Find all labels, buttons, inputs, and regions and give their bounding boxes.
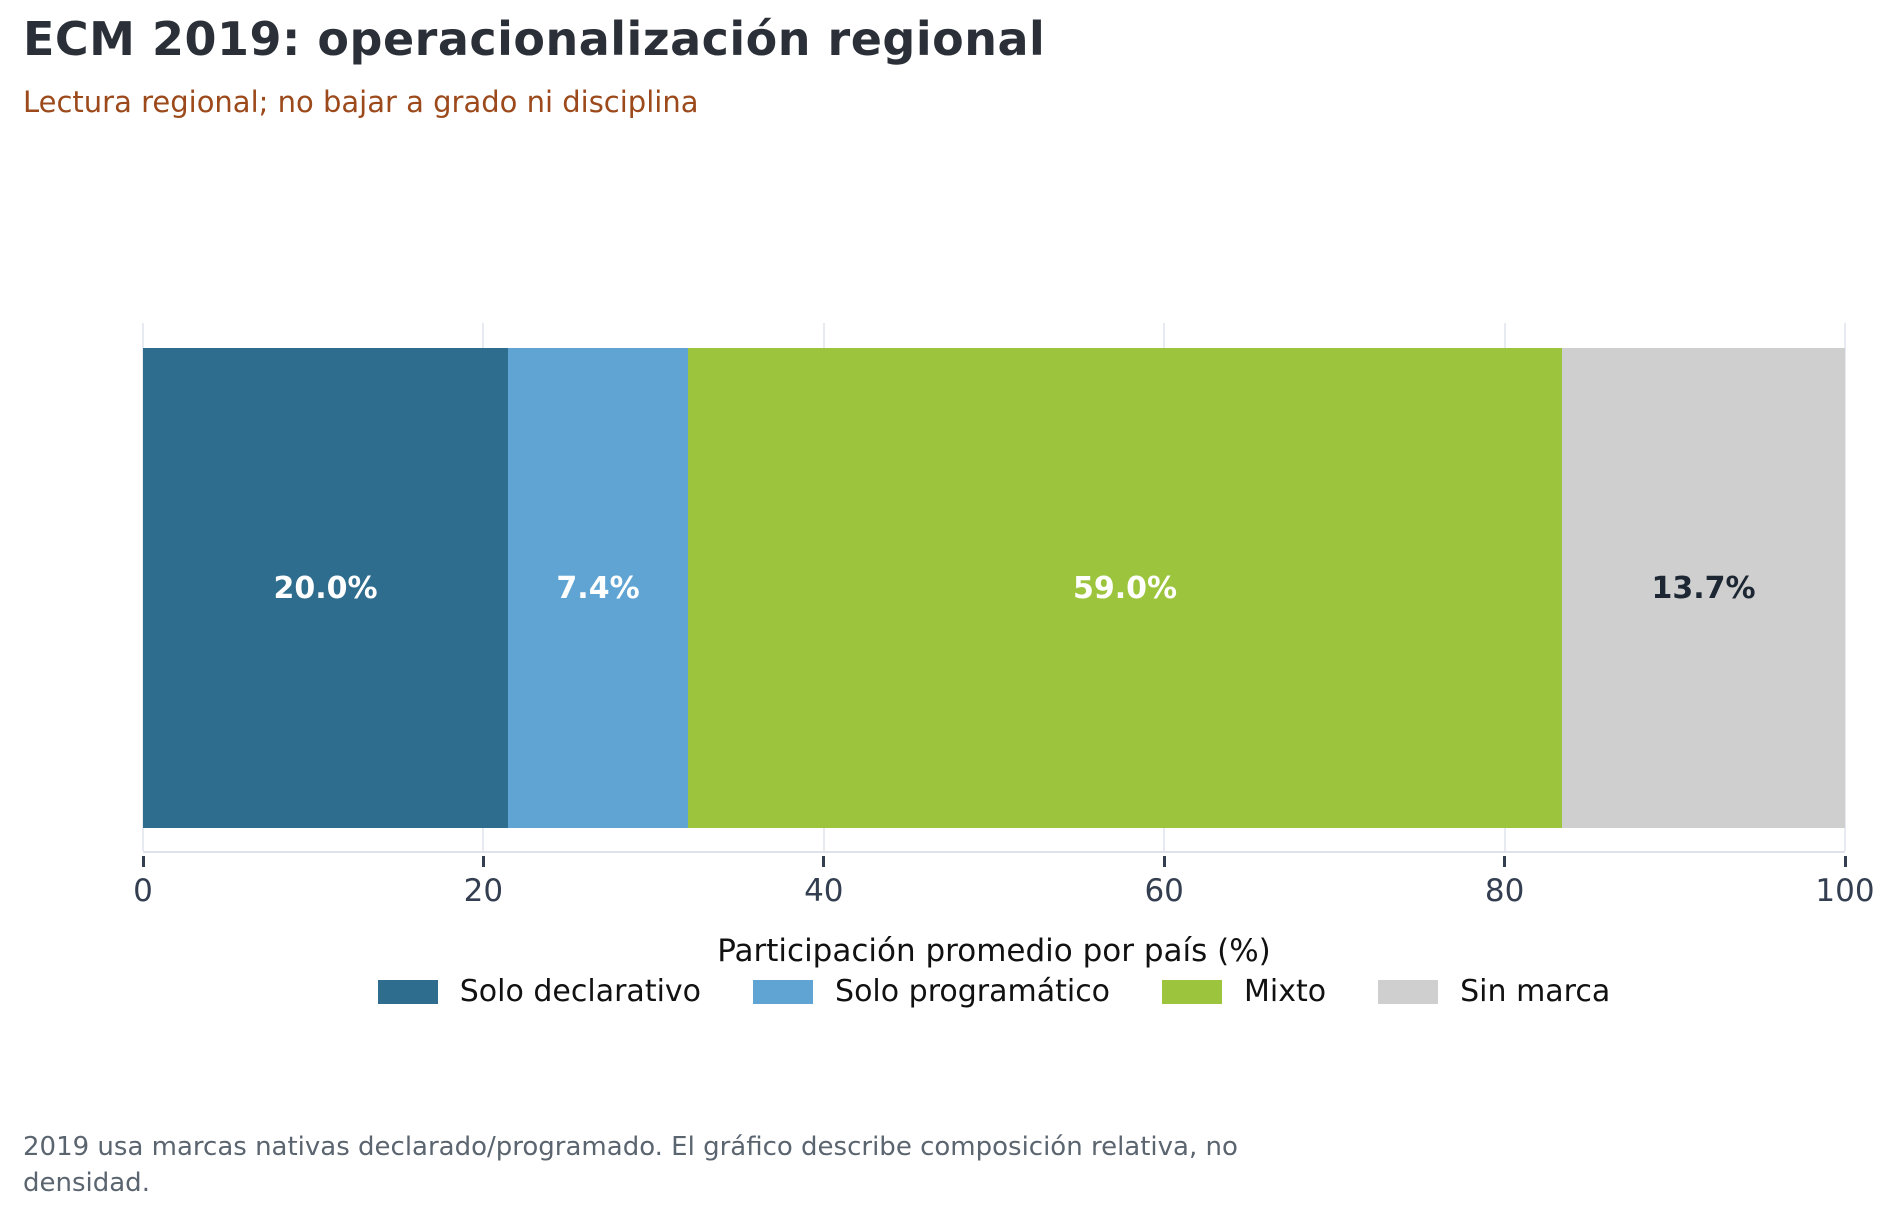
legend-swatch-icon [1162,979,1223,1004]
chart-subtitle: Lectura regional; no bajar a grado ni di… [23,85,699,119]
legend-item: Solo programático [753,974,1110,1009]
bar-segment-label: 13.7% [1651,570,1756,606]
bar-segment: 13.7% [1562,348,1845,828]
legend-item: Solo declarativo [377,974,702,1009]
tick-label: 0 [133,873,153,909]
plot-area: 20.0% 7.4% 59.0% 13.7% [142,323,1846,853]
legend: Solo declarativo Solo programático Mixto Si… [143,974,1845,1009]
legend-label: Solo programático [835,974,1111,1009]
chart-title: ECM 2019: operacionalización regional [23,12,1046,66]
bar-segment: 7.4% [508,348,688,828]
tick-mark [822,856,826,867]
footnote: 2019 usa marcas nativas declarado/progra… [23,1132,1238,1198]
bar-segment: 20.0% [143,348,509,828]
x-axis: 0 20 40 60 80 100 [133,855,1875,925]
stacked-bar: 20.0% 7.4% 59.0% 13.7% [143,348,1845,828]
bar-segment: 59.0% [687,348,1563,828]
legend-swatch-icon [753,979,814,1004]
tick-label: 60 [1144,873,1184,909]
tick-mark [481,856,485,867]
legend-swatch-icon [1378,979,1439,1004]
legend-item: Sin marca [1378,974,1610,1009]
gridline [1844,323,1846,851]
legend-label: Mixto [1244,974,1327,1009]
tick-label: 80 [1484,873,1525,909]
bar-segment-label: 20.0% [273,570,378,606]
bar-segment-label: 7.4% [556,570,640,606]
tick-mark [1162,856,1166,867]
tick-mark [1843,856,1847,867]
tick-label: 20 [463,873,504,909]
x-axis-title: Participación promedio por país (%) [717,933,1271,969]
legend-swatch-icon [377,979,438,1004]
tick-mark [1503,856,1507,867]
legend-label: Sin marca [1460,974,1611,1009]
tick-mark [141,856,145,867]
tick-label: 100 [1815,873,1875,909]
legend-label: Solo declarativo [459,974,702,1009]
legend-item: Mixto [1162,974,1326,1009]
bar-segment-label: 59.0% [1072,570,1178,606]
tick-label: 40 [804,873,844,909]
